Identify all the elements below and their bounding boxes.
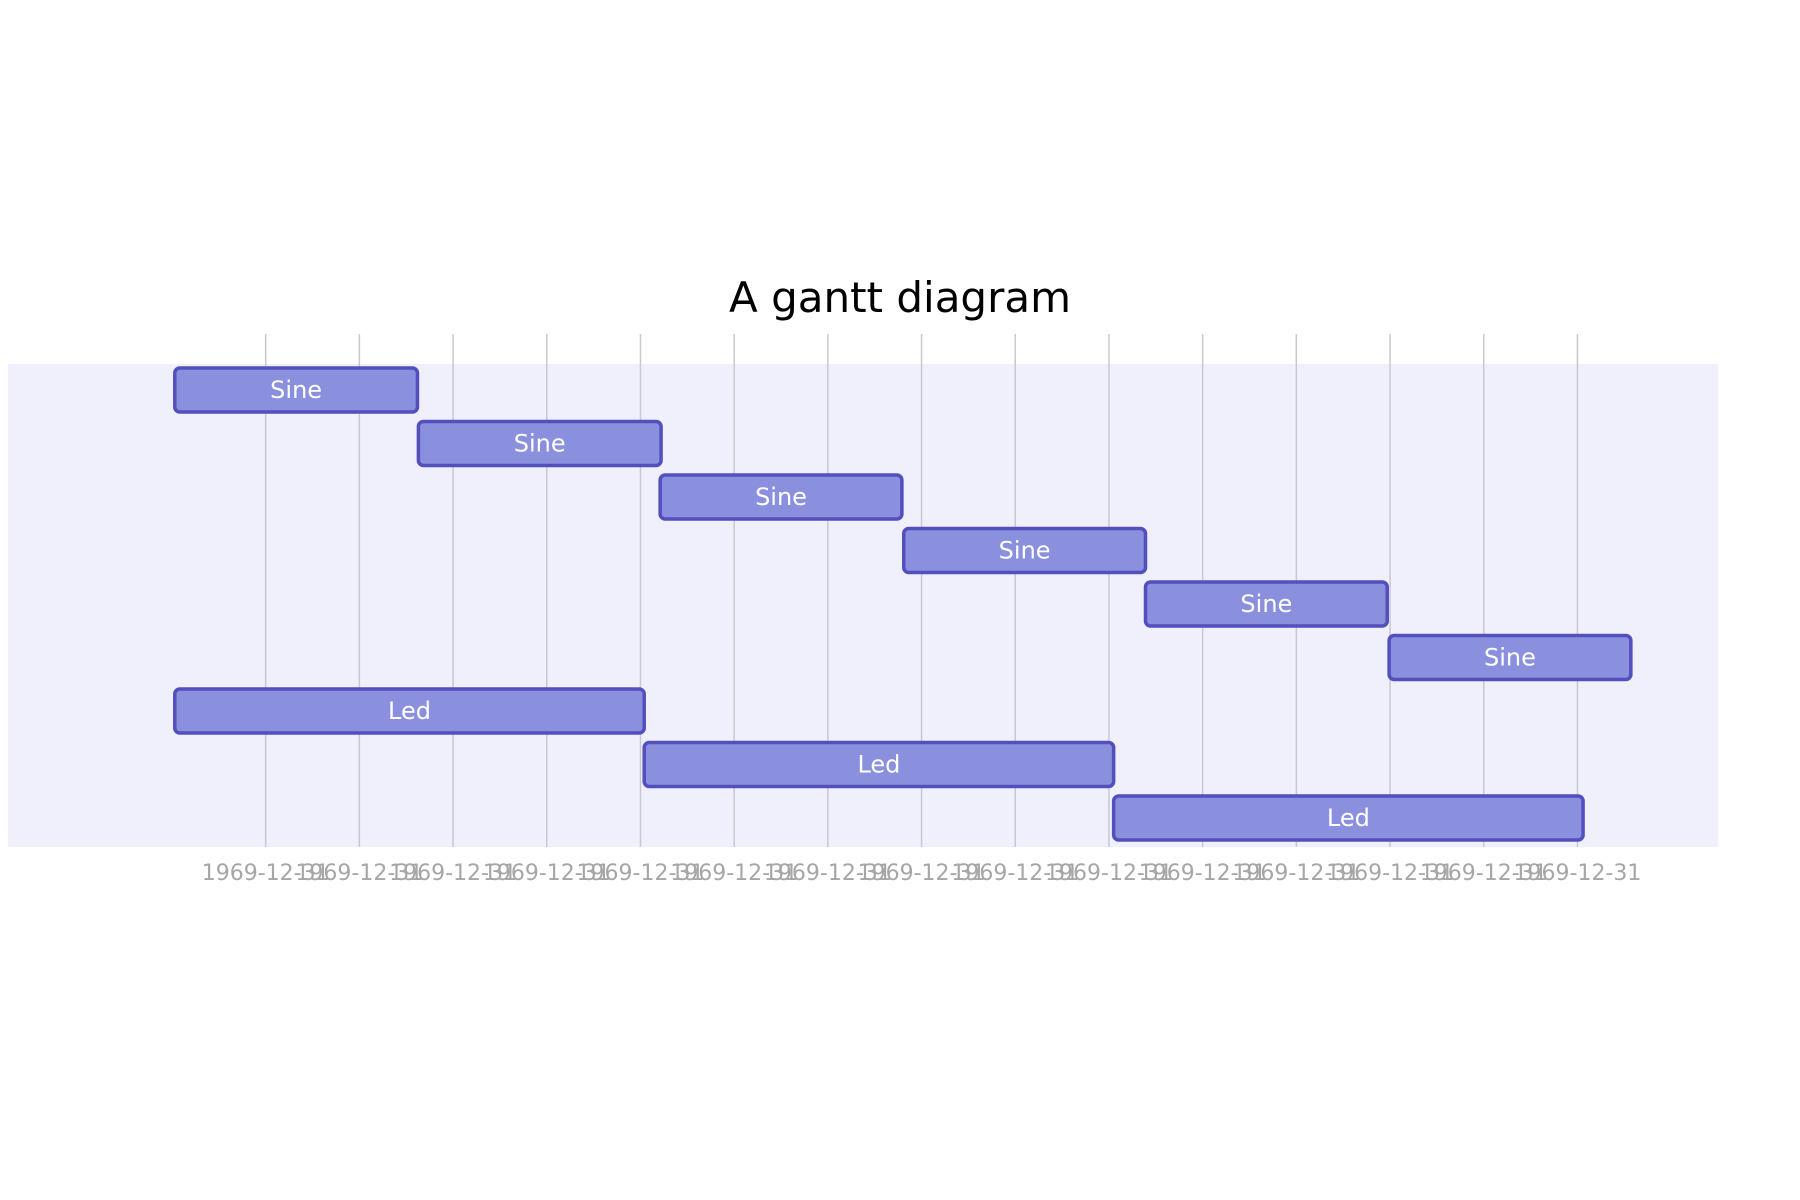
x-tick-label: 1969-12-31 [670,861,798,886]
task-label: Led [388,697,431,725]
task-bar-led: Led [1111,794,1585,842]
task-label: Led [1327,804,1370,832]
x-tick-label: 1969-12-31 [1326,861,1454,886]
task-bar-sine: Sine [1143,580,1389,628]
task-bar-rect [658,473,904,521]
x-tick-label: 1969-12-31 [764,861,892,886]
task-bar-rect [173,687,646,735]
task-bar-rect [416,419,663,468]
task-bar-sine: Sine [658,473,904,521]
task-label: Sine [755,483,807,511]
x-tick-label: 1969-12-31 [1232,861,1360,886]
task-bar-rect [1111,794,1585,842]
task-bar-rect [642,740,1116,789]
x-tick-label: 1969-12-31 [1045,861,1173,886]
task-label: Sine [1240,590,1292,618]
x-tick-label: 1969-12-31 [577,861,705,886]
chart-title: A gantt diagram [729,273,1071,322]
task-bar-sine: Sine [416,419,663,468]
task-bar-sine: Sine [1387,633,1633,682]
task-bar-rect [173,366,420,414]
x-tick-label: 1969-12-31 [1420,861,1548,886]
task-bar-led: Led [173,687,646,735]
task-label: Sine [514,430,566,458]
task-bar-rect [1143,580,1389,628]
task-bar-sine: Sine [902,526,1148,575]
x-tick-label: 1969-12-31 [483,861,611,886]
task-bar-sine: Sine [173,366,420,414]
task-label: Sine [270,376,322,404]
task-label: Sine [999,537,1051,565]
x-tick-label: 1969-12-31 [858,861,986,886]
x-axis-tick-labels: 1969-12-311969-12-311969-12-311969-12-31… [202,861,1642,886]
x-tick-label: 1969-12-31 [389,861,517,886]
x-tick-label: 1969-12-31 [202,861,330,886]
task-label: Led [857,751,900,779]
task-bar-layer: Sine Sine Sine Sine Sine Sine Led Led Led [173,366,1633,842]
task-label: Sine [1484,644,1536,672]
task-bar-rect [1387,633,1633,682]
x-tick-label: 1969-12-31 [1514,861,1642,886]
x-tick-label: 1969-12-31 [1139,861,1267,886]
x-tick-label: 1969-12-31 [295,861,423,886]
x-tick-label: 1969-12-31 [951,861,1079,886]
task-bar-rect [902,526,1148,575]
task-bar-led: Led [642,740,1116,789]
